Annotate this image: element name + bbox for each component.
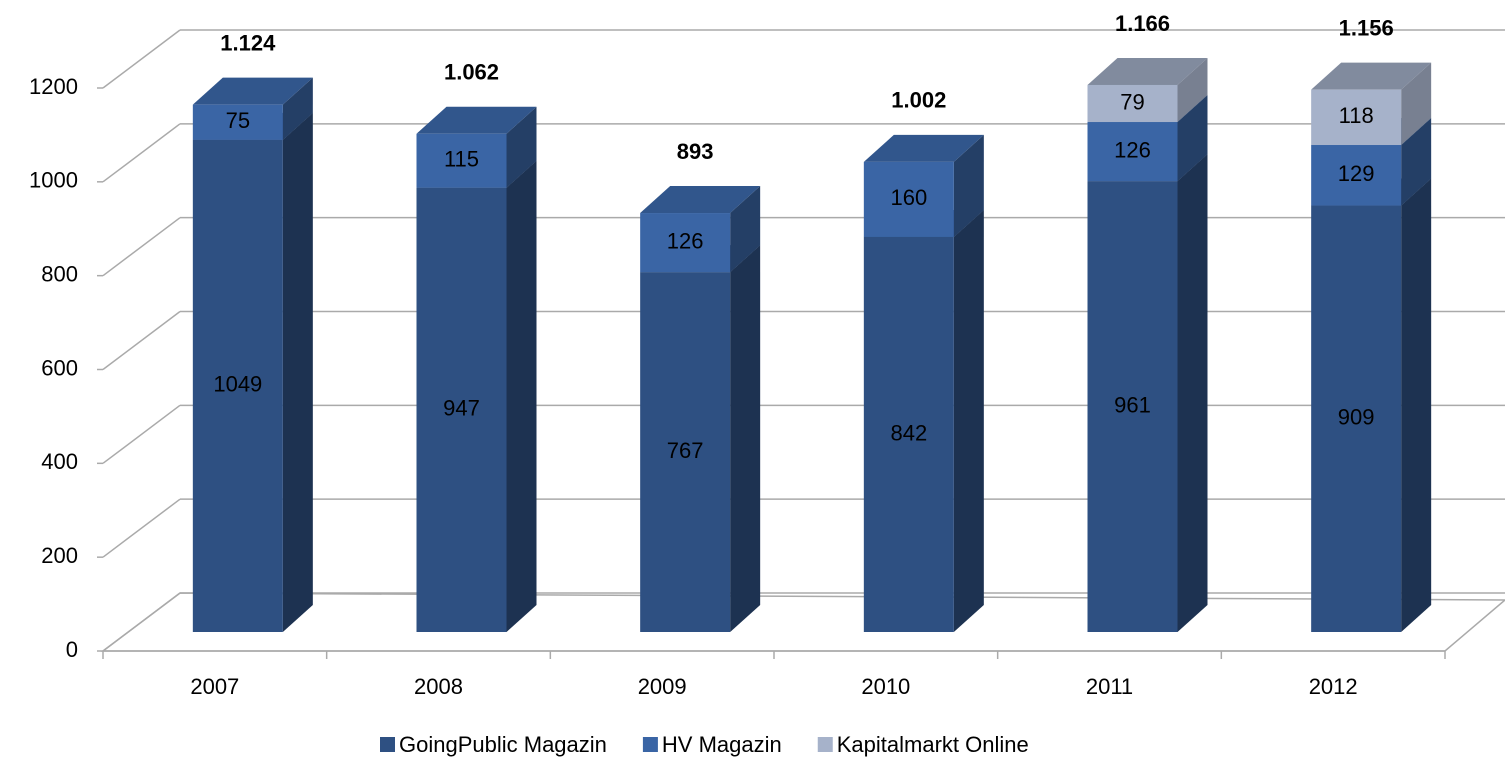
total-label: 893 <box>677 139 714 164</box>
value-label: 115 <box>444 147 479 172</box>
x-tick-label: 2011 <box>1086 674 1133 699</box>
value-label: 126 <box>1114 137 1151 162</box>
x-tick-label: 2007 <box>190 674 239 699</box>
bar <box>863 236 954 632</box>
grid-line-depth <box>102 217 181 277</box>
x-tick-label: 2012 <box>1309 674 1358 699</box>
legend-swatch <box>817 737 833 752</box>
grid-line-depth <box>102 123 181 183</box>
value-label: 75 <box>226 108 250 133</box>
legend-label: Kapitalmarkt Online <box>837 732 1029 757</box>
bar-side <box>1177 95 1208 182</box>
bar-side <box>953 209 984 632</box>
bar-top <box>863 134 984 162</box>
bar <box>1311 145 1402 206</box>
y-tick-label: 400 <box>41 449 78 474</box>
bar <box>1087 84 1178 123</box>
value-label: 79 <box>1120 89 1144 114</box>
legend-label: HV Magazin <box>662 732 782 757</box>
total-label: 1.124 <box>220 30 276 55</box>
legend-label: GoingPublic Magazin <box>399 732 607 757</box>
bar-side <box>1401 118 1432 206</box>
bar <box>863 161 954 237</box>
bar <box>416 187 507 633</box>
grid-line-depth <box>102 592 181 652</box>
bar-side <box>1401 62 1432 146</box>
y-tick-label: 1200 <box>29 74 78 99</box>
value-label: 1049 <box>213 372 262 397</box>
bar <box>640 272 731 632</box>
bar-top <box>192 77 313 105</box>
bar <box>192 104 283 140</box>
bar <box>1311 205 1402 632</box>
value-label: 160 <box>890 185 927 210</box>
bar-side <box>1401 178 1432 632</box>
value-label: 126 <box>667 228 704 253</box>
value-label: 842 <box>890 420 927 445</box>
y-tick-label: 600 <box>41 355 78 380</box>
bar-side <box>282 77 313 140</box>
total-label: 1.166 <box>1115 11 1170 36</box>
bar-side <box>730 186 761 273</box>
value-label: 129 <box>1338 161 1375 186</box>
bar <box>416 133 507 188</box>
grid-line-depth <box>102 310 181 371</box>
bar-top <box>416 106 537 134</box>
bar-side <box>282 112 313 632</box>
value-label: 909 <box>1338 405 1375 430</box>
x-tick-label: 2008 <box>414 674 463 699</box>
legend-swatch <box>642 737 658 752</box>
bar-side <box>1177 154 1208 632</box>
bar-top <box>640 186 761 214</box>
bar <box>1311 89 1402 146</box>
x-tick-label: 2010 <box>861 674 910 699</box>
y-tick-label: 0 <box>66 637 78 662</box>
legend-swatch <box>380 737 395 752</box>
value-label: 767 <box>667 438 704 463</box>
bar-top <box>1087 57 1208 85</box>
grid-line-depth <box>102 498 181 558</box>
bar <box>1087 181 1178 632</box>
value-label: 961 <box>1114 392 1151 417</box>
grid-line-depth <box>102 404 181 464</box>
bar-side <box>953 134 984 237</box>
grid-line-depth <box>102 29 181 89</box>
bar-side <box>1177 57 1208 123</box>
bar-side <box>730 245 761 632</box>
total-label: 1.062 <box>444 60 499 85</box>
bar-side <box>506 160 537 633</box>
y-tick-label: 1000 <box>29 168 78 193</box>
value-label: 947 <box>443 396 480 421</box>
total-label: 1.002 <box>891 88 946 113</box>
bar <box>1087 122 1178 182</box>
y-tick-label: 200 <box>41 543 78 568</box>
bar <box>640 213 731 273</box>
x-tick-label: 2009 <box>638 674 687 699</box>
bar <box>192 139 283 632</box>
y-tick-label: 800 <box>41 261 78 286</box>
bar-side <box>506 106 537 188</box>
value-label: 118 <box>1339 103 1374 128</box>
floor <box>100 592 1505 652</box>
total-label: 1.156 <box>1339 15 1394 40</box>
bar-top <box>1311 62 1432 90</box>
